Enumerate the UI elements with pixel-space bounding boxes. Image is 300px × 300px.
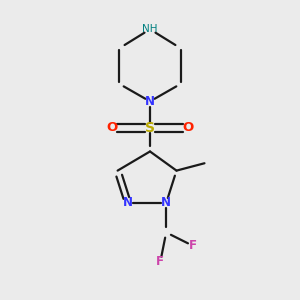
Text: S: S xyxy=(145,121,155,135)
Text: O: O xyxy=(183,122,194,134)
Text: N: N xyxy=(161,196,171,209)
Text: NH: NH xyxy=(142,24,158,34)
Text: O: O xyxy=(106,122,117,134)
Text: N: N xyxy=(145,95,155,108)
Text: F: F xyxy=(189,239,197,252)
Text: N: N xyxy=(123,196,133,209)
Text: F: F xyxy=(156,255,164,268)
